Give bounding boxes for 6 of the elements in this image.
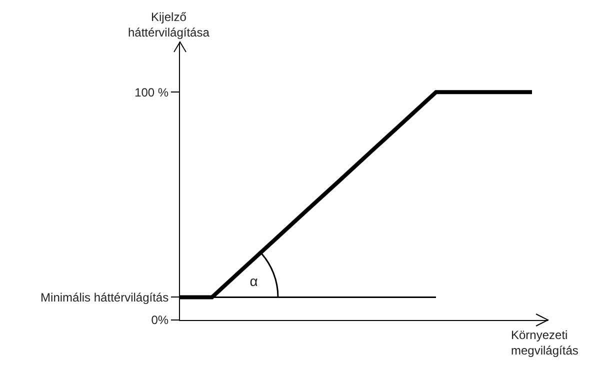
y-tick-label: Minimális háttérvilágítás xyxy=(40,290,169,304)
y-tick-label: 0% xyxy=(151,313,169,328)
annotation: α xyxy=(250,272,258,289)
x-axis-title: Környezeti megvilágítás xyxy=(511,328,578,358)
y-tick-label: 100 % xyxy=(134,85,169,100)
y-axis-title: Kijelző háttérvilágítása xyxy=(128,10,210,40)
